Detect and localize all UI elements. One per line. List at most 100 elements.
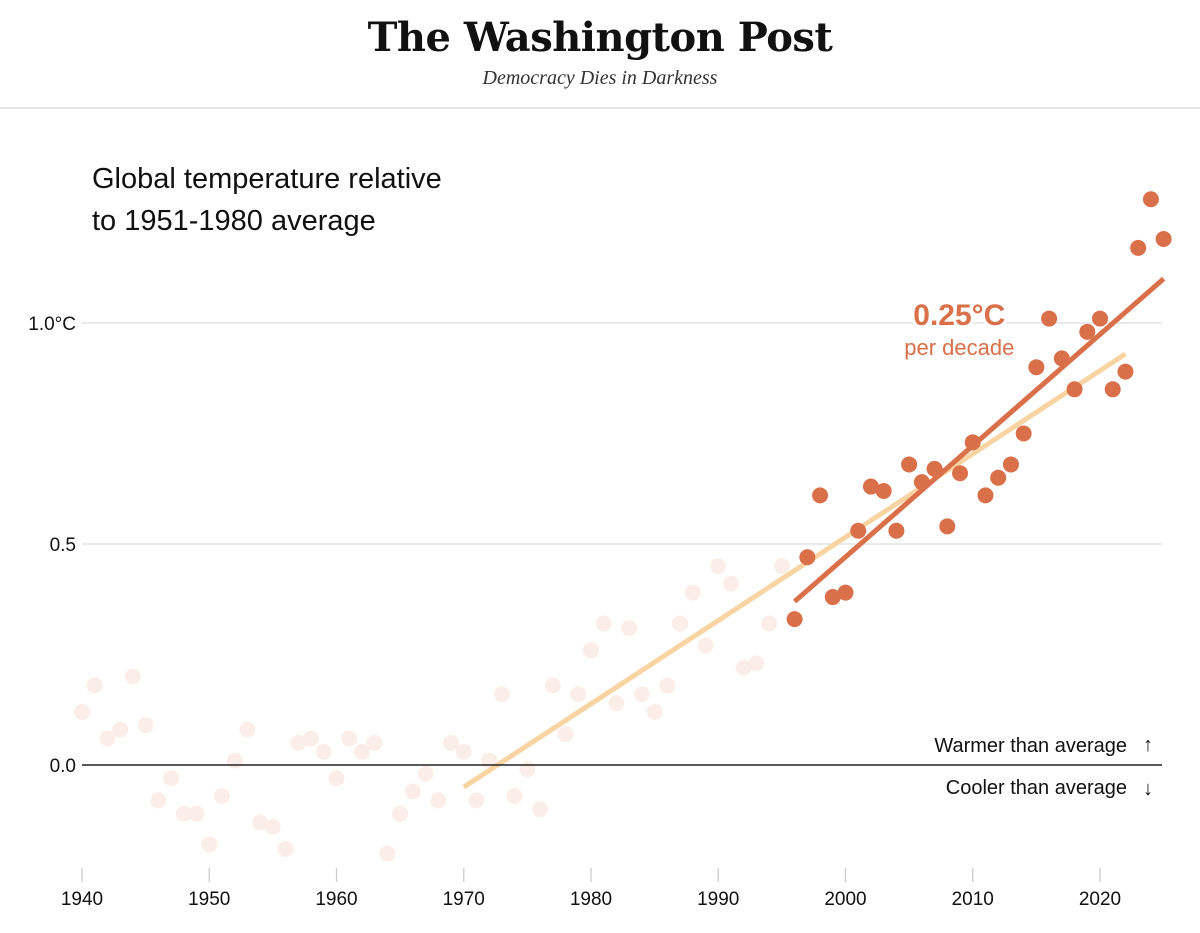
highlighted-data-point bbox=[786, 611, 803, 628]
x-tick-label: 1950 bbox=[188, 889, 230, 910]
cooler-than-average-label: Cooler than average bbox=[946, 777, 1127, 799]
faded-data-point bbox=[595, 615, 612, 632]
highlighted-data-point bbox=[1117, 363, 1134, 380]
masthead: The Washington Post Democracy Dies in Da… bbox=[0, 0, 1200, 109]
faded-data-point bbox=[315, 743, 332, 760]
faded-data-point bbox=[175, 805, 192, 822]
faded-data-point bbox=[86, 677, 103, 694]
faded-data-point bbox=[328, 770, 345, 787]
highlighted-data-point bbox=[1130, 239, 1147, 256]
chart-title: Global temperature relative to 1951-1980… bbox=[92, 158, 552, 242]
highlighted-data-point bbox=[850, 522, 867, 539]
highlighted-data-point bbox=[862, 478, 879, 495]
x-tick-label: 1960 bbox=[315, 889, 357, 910]
highlighted-data-point bbox=[812, 487, 829, 504]
highlighted-data-point bbox=[1041, 310, 1058, 327]
faded-data-point bbox=[124, 668, 141, 685]
highlighted-data-point bbox=[952, 465, 969, 482]
faded-data-point bbox=[532, 801, 549, 818]
long-term-trend bbox=[462, 351, 1127, 790]
warmer-than-average-label: Warmer than average bbox=[934, 735, 1127, 757]
faded-data-point bbox=[646, 703, 663, 720]
highlighted-points bbox=[786, 191, 1172, 628]
highlighted-data-point bbox=[1015, 425, 1032, 442]
faded-data-point bbox=[341, 730, 358, 747]
rate-value-label: 0.25°C bbox=[913, 299, 1005, 332]
highlighted-data-point bbox=[1066, 381, 1083, 398]
highlighted-data-point bbox=[901, 456, 918, 473]
faded-data-point bbox=[468, 792, 485, 809]
x-tick-label: 1980 bbox=[570, 889, 612, 910]
faded-data-point bbox=[366, 734, 383, 751]
highlighted-data-point bbox=[824, 589, 841, 606]
x-tick-label: 2000 bbox=[824, 889, 866, 910]
faded-data-point bbox=[773, 558, 790, 575]
highlighted-data-point bbox=[1155, 231, 1172, 248]
faded-data-point bbox=[303, 730, 320, 747]
faded-data-point bbox=[659, 677, 676, 694]
faded-data-point bbox=[150, 792, 167, 809]
chart-title-line-1: Global temperature relative bbox=[92, 163, 442, 195]
faded-data-point bbox=[443, 734, 460, 751]
highlighted-data-point bbox=[1092, 310, 1108, 327]
faded-data-point bbox=[710, 558, 727, 575]
publication-logo[interactable]: The Washington Post bbox=[367, 14, 833, 61]
faded-data-point bbox=[239, 721, 256, 738]
x-axis: 1940 1950 1960 1970 1980 1990 2000 2010 2020 bbox=[61, 868, 1121, 910]
x-tick-label: 2020 bbox=[1079, 889, 1121, 910]
y-axis: 0.0 0.5 1.0°C bbox=[28, 314, 76, 777]
faded-data-point bbox=[188, 805, 205, 822]
highlighted-data-point bbox=[1002, 456, 1019, 473]
faded-data-point bbox=[74, 703, 90, 720]
faded-data-point bbox=[633, 686, 650, 703]
faded-data-point bbox=[290, 734, 307, 751]
faded-data-point bbox=[544, 677, 561, 694]
faded-data-point bbox=[99, 730, 116, 747]
faded-data-point bbox=[252, 814, 269, 831]
faded-data-point bbox=[430, 792, 447, 809]
rate-unit-label: per decade bbox=[904, 335, 1014, 360]
faded-data-point bbox=[735, 659, 752, 676]
faded-data-point bbox=[722, 575, 739, 592]
chart-title-line-2: to 1951-1980 average bbox=[92, 205, 376, 237]
publication-tagline: Democracy Dies in Darkness bbox=[482, 67, 718, 89]
faded-data-point bbox=[506, 787, 523, 804]
faded-data-point bbox=[163, 770, 180, 787]
faded-data-point bbox=[557, 726, 574, 743]
highlighted-data-point bbox=[1142, 191, 1159, 208]
recent-trend-line bbox=[792, 276, 1166, 604]
faded-data-point bbox=[608, 695, 625, 712]
faded-data-point bbox=[672, 615, 689, 632]
faded-data-point bbox=[621, 619, 638, 636]
faded-data-point bbox=[570, 686, 587, 703]
highlighted-data-point bbox=[977, 487, 994, 504]
highlighted-data-point bbox=[837, 584, 854, 601]
y-tick-label: 0.5 bbox=[50, 535, 76, 556]
highlighted-data-point bbox=[1028, 359, 1045, 376]
faded-data-point bbox=[519, 761, 536, 778]
faded-data-point bbox=[761, 615, 778, 632]
faded-data-point bbox=[264, 818, 281, 835]
y-tick-label: 0.0 bbox=[50, 756, 76, 777]
faded-data-point bbox=[748, 655, 765, 672]
faded-data-point bbox=[583, 642, 599, 659]
faded-data-point bbox=[277, 840, 294, 857]
faded-data-point bbox=[455, 743, 472, 760]
recent-trend bbox=[792, 276, 1166, 604]
highlighted-data-point bbox=[799, 549, 816, 566]
y-tick-label: 1.0°C bbox=[28, 314, 76, 335]
faded-data-point bbox=[417, 765, 434, 782]
x-tick-label: 1970 bbox=[443, 889, 485, 910]
highlighted-data-point bbox=[875, 482, 892, 499]
x-tick-label: 2010 bbox=[952, 889, 994, 910]
faded-data-point bbox=[379, 845, 396, 862]
faded-data-point bbox=[226, 752, 243, 769]
faded-data-point bbox=[201, 836, 218, 853]
faded-data-point bbox=[684, 584, 701, 601]
x-tick-label: 1990 bbox=[697, 889, 739, 910]
faded-data-point bbox=[353, 743, 370, 760]
long-term-trend-line bbox=[462, 351, 1127, 790]
faded-data-point bbox=[213, 787, 230, 804]
faded-data-point bbox=[493, 686, 510, 703]
